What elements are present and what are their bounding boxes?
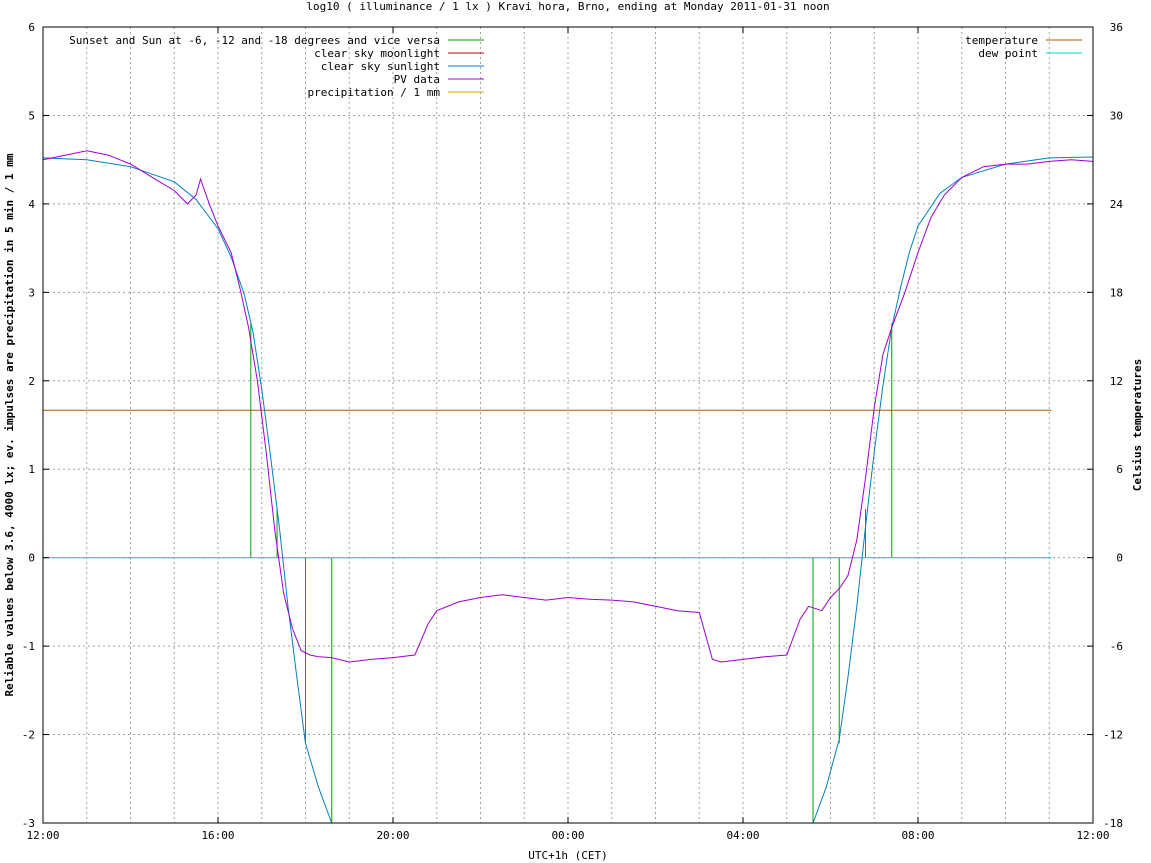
y2-tick-label: 30 [1110,109,1123,122]
legend-label: clear sky sunlight [321,60,440,73]
y-tick-label: 6 [28,21,35,34]
y2-tick-label: 6 [1116,463,1123,476]
x-tick-label: 12:00 [1076,829,1109,842]
y-tick-label: 3 [28,286,35,299]
y2-tick-label: 12 [1110,375,1123,388]
legend-label: clear sky moonlight [314,47,440,60]
x-tick-label: 20:00 [376,829,409,842]
x-tick-label: 12:00 [26,829,59,842]
grid [43,27,1093,823]
x-axis-label: UTC+1h (CET) [528,849,607,862]
y2-axis-label: Celsius temperatures [1131,359,1144,491]
y2-tick-label: 36 [1110,21,1123,34]
legend-label: PV data [394,73,440,86]
pv-data-line [42,150,1094,663]
y-axis-label: Reliable values below 3.6, 4000 lx; ev. … [3,153,16,696]
chart-title: log10 ( illuminance / 1 lx ) Kravi hora,… [306,0,829,13]
x-tick-label: 16:00 [201,829,234,842]
y-tick-label: -3 [22,817,35,830]
tick-labels: 12:00 16:00 20:00 00:00 04:00 08:00 12:00-3-2-… [22,21,1124,842]
y2-tick-label: -6 [1110,640,1123,653]
y-tick-label: 1 [28,463,35,476]
legend-label: dew point [978,47,1038,60]
curves [42,150,1094,824]
y2-tick-label: 24 [1110,198,1124,211]
legend-label: Sunset and Sun at -6, -12 and -18 degree… [69,34,440,47]
x-tick-label: 08:00 [901,829,934,842]
y-tick-label: 0 [28,552,35,565]
x-tick-label: 04:00 [726,829,759,842]
legends: Sunset and Sun at -6, -12 and -18 degree… [69,34,1082,99]
x-tick-label: 00:00 [551,829,584,842]
y2-tick-label: -12 [1103,729,1123,742]
y2-tick-label: 0 [1116,552,1123,565]
y2-tick-label: 18 [1110,286,1123,299]
legend-label: temperature [965,34,1038,47]
y-tick-label: -2 [22,729,35,742]
y-tick-label: -1 [22,640,35,653]
y2-tick-label: -18 [1103,817,1123,830]
y-tick-label: 4 [28,198,35,211]
legend-label: precipitation / 1 mm [308,86,441,99]
y-tick-label: 5 [28,109,35,122]
y-tick-label: 2 [28,375,35,388]
